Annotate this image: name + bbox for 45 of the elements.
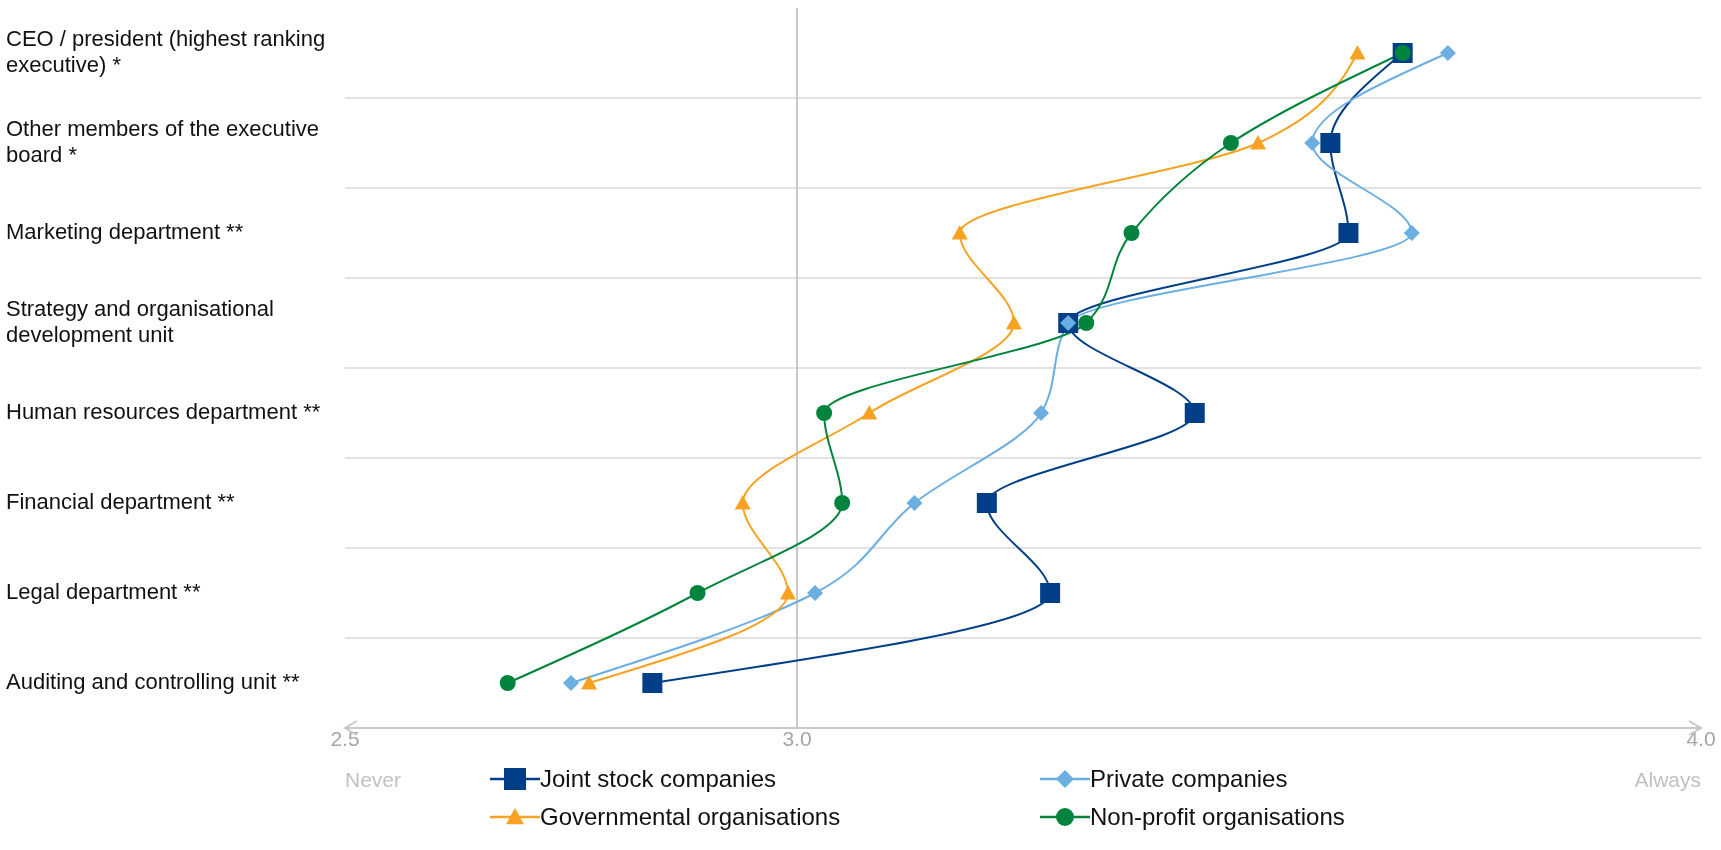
point: [1439, 45, 1456, 61]
legend-label: Governmental organisations: [540, 803, 841, 831]
y-tick-label: Legal department **: [6, 578, 201, 604]
text: Always: [1634, 768, 1701, 792]
legend-label: Private companies: [1090, 765, 1288, 793]
point: [1320, 133, 1341, 153]
point: [563, 675, 579, 691]
point: [861, 405, 878, 420]
point: [807, 585, 824, 601]
point: [976, 493, 997, 513]
y-tick-label: Marketing department **: [6, 218, 244, 244]
point: [1222, 135, 1239, 151]
point: [834, 495, 851, 511]
point: [1403, 225, 1420, 241]
y-tick-label: Auditing and controlling unit **: [6, 668, 300, 694]
y-tick-label: Strategy and organisational development unit: [6, 295, 274, 347]
point: [734, 495, 751, 510]
point: [689, 585, 706, 601]
point: [1184, 403, 1205, 423]
x-tick-label: 3.0: [782, 727, 812, 750]
point: [1033, 405, 1050, 421]
point: [779, 585, 796, 600]
y-tick-label: CEO / president (highest ranking executive) *: [6, 25, 326, 77]
point: [1078, 315, 1095, 331]
point: [1123, 225, 1140, 241]
point: [1304, 135, 1321, 151]
y-tick-label: Other members of the executive board *: [6, 115, 320, 167]
y-tick-label: Financial department **: [6, 488, 236, 514]
x-tick-label: 2.5: [330, 727, 360, 750]
point: [499, 675, 516, 691]
point: [581, 675, 598, 690]
x-tick-label: 4.0: [1686, 727, 1716, 750]
point: [1349, 45, 1366, 60]
point: [906, 495, 923, 511]
legend-label: Joint stock companies: [540, 765, 777, 793]
y-tick-label: Human resources department **: [6, 398, 321, 424]
point: [951, 225, 968, 240]
point: [1040, 583, 1061, 603]
text: Never: [345, 768, 402, 792]
point: [1005, 315, 1022, 330]
point: [816, 405, 833, 421]
point: [1250, 135, 1267, 150]
point: [642, 673, 663, 693]
legend-label: Non-profit organisations: [1090, 803, 1345, 831]
point: [1338, 223, 1359, 243]
